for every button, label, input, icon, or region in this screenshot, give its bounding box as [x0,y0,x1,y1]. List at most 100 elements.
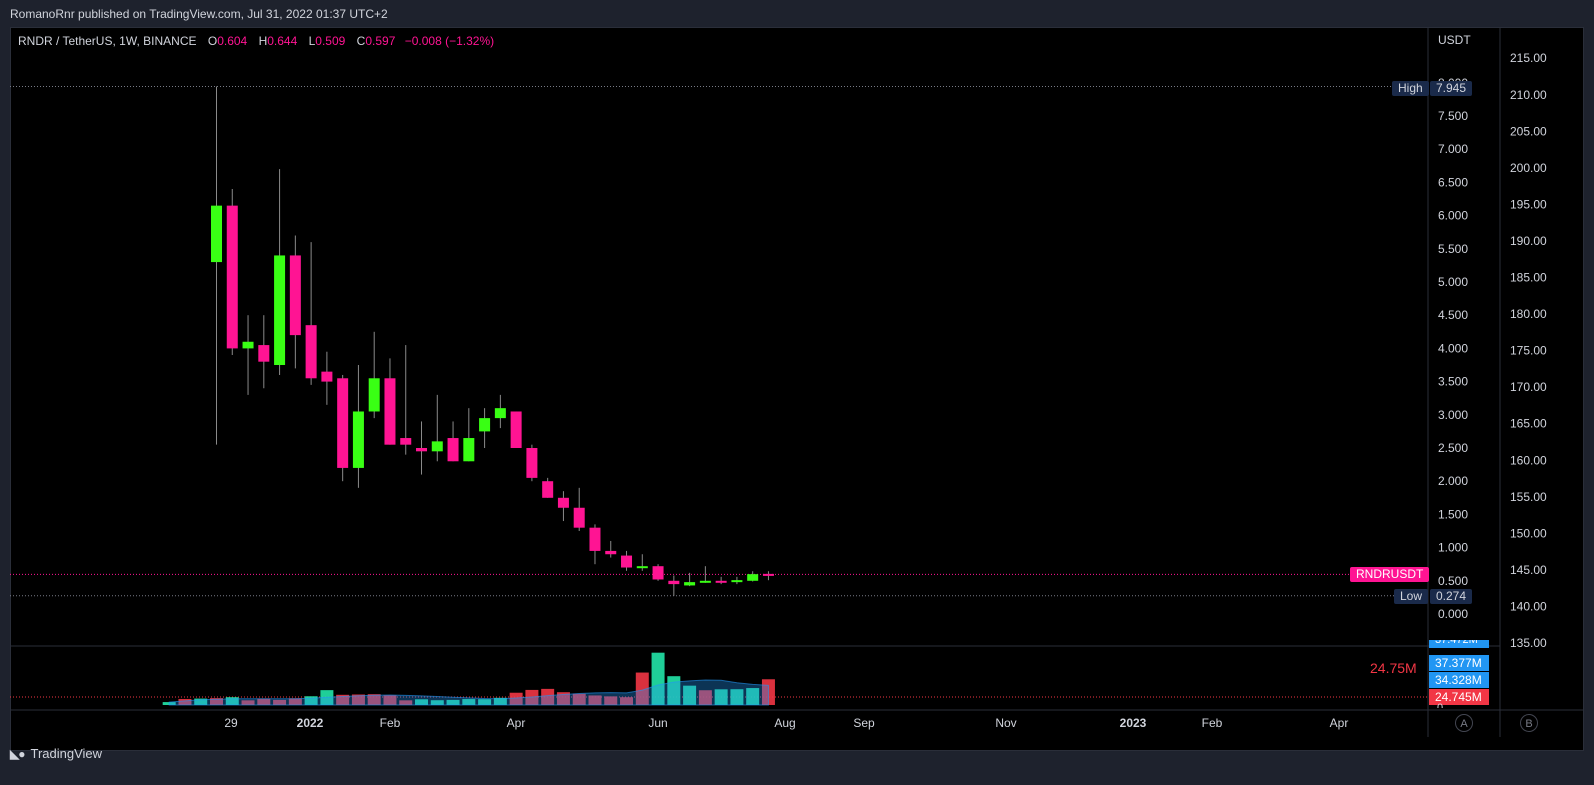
volume-bar [683,685,697,705]
volume-ma-area [168,679,769,706]
time-tick-label: 2022 [297,716,324,730]
right-scale-tick-label: 145.00 [1510,563,1547,577]
time-tick-label: Apr [1330,716,1349,730]
time-tick-label: Aug [774,716,795,730]
candle-body [494,408,506,419]
price-tick-label: 1.000 [1438,541,1468,555]
right-scale-tick-label: 160.00 [1510,453,1547,467]
candle-body [289,255,301,336]
candle-body [211,205,222,263]
price-tick-label: 5.500 [1438,242,1468,256]
volume-bar [667,676,681,705]
price-tick-label: 3.000 [1438,408,1468,422]
volume-bar [351,694,365,705]
close-label: C [356,34,366,48]
symbol-price-tag: RNDRUSDT [1350,567,1430,582]
right-scale-tick-label: 185.00 [1510,271,1547,285]
candle-body [542,481,554,498]
brand-name: TradingView [30,746,103,761]
volume-bar [635,672,649,705]
candle-body [337,378,349,468]
volume-bar [367,694,381,705]
volume-bar [541,688,555,705]
volume-bar [288,698,302,705]
candle-body [321,371,333,382]
candle-body [384,378,396,445]
right-scale-tick-label: 190.00 [1510,234,1547,248]
tradingview-logo-icon: ◣● [10,746,26,761]
volume-bar [478,699,492,705]
right-scale-tick-label: 155.00 [1510,490,1547,504]
price-tick-label: 4.500 [1438,308,1468,322]
chart-area[interactable] [10,27,1584,751]
volume-bar [493,697,507,705]
price-tick-label: 1.500 [1438,507,1468,521]
time-tick-label: Sep [853,716,875,730]
right-scale-tick-label: 210.00 [1510,88,1547,102]
volume-bar [225,697,239,705]
time-tick-label: 29 [224,716,238,730]
volume-bar [430,700,444,705]
high-label: H [258,34,268,48]
volume-badge-3: 34.328M [1429,672,1489,688]
right-scale-tick-label: 215.00 [1510,51,1547,65]
volume-bar [604,696,618,705]
volume-bar [714,689,728,705]
price-tick-label: 6.000 [1438,209,1468,223]
scale-button-b[interactable]: B [1520,714,1538,732]
right-scale-tick-label: 135.00 [1510,636,1547,650]
time-tick-label: Jun [648,716,667,730]
candle-body [226,205,238,349]
candle-body [274,255,286,365]
price-tick-label: 0.500 [1438,574,1468,588]
right-scale-tick-label: 200.00 [1510,161,1547,175]
volume-badge-1: 37.472M [1429,640,1489,648]
volume-label: 24.75M [1370,660,1417,676]
volume-bar [194,698,208,705]
candle-body [400,438,412,445]
scale-button-a[interactable]: A [1455,714,1473,732]
volume-zero: 0 [1437,702,1444,708]
open-label: O [207,34,218,48]
price-tick-label: 4.000 [1438,341,1468,355]
candle-body [762,573,774,576]
volume-bar [399,700,413,705]
right-scale-tick-label: 205.00 [1510,124,1547,138]
low-value: 0.509 [315,34,346,48]
close-value: 0.597 [365,34,396,48]
candle-body [652,566,664,580]
volume-bar [746,688,760,705]
right-scale-tick-label: 170.00 [1510,380,1547,394]
change-value: −0.008 (−1.32%) [404,34,495,48]
volume-badge-2: 37.377M [1429,655,1489,671]
candle-body [557,497,569,508]
right-scale-tick-label: 180.00 [1510,307,1547,321]
low-marker-label: Low [1394,589,1429,604]
high-value: 0.644 [267,34,298,48]
right-scale-tick-label: 165.00 [1510,417,1547,431]
volume-bar [651,652,665,705]
volume-bar [556,692,570,705]
time-tick-label: Nov [995,716,1016,730]
volume-bar [415,699,429,705]
candle-body [731,580,743,583]
candle-body [479,418,491,432]
price-unit-label: USDT [1438,33,1471,47]
time-tick-label: 2023 [1120,716,1147,730]
publish-info: RomanoRnr published on TradingView.com, … [10,7,388,21]
volume-bar [446,699,460,705]
candle-body [463,438,475,462]
candle-body [431,441,443,452]
low-label: L [308,34,316,48]
low-marker-value: 0.274 [1430,589,1473,604]
candle-body [352,411,364,468]
volume-bar [509,692,523,705]
right-scale-tick-label: 195.00 [1510,197,1547,211]
candle-body [699,580,711,583]
time-tick-label: Feb [1202,716,1223,730]
candle-body [747,574,759,581]
time-tick-label: Feb [380,716,401,730]
open-value: 0.604 [217,34,248,48]
price-tick-label: 5.000 [1438,275,1468,289]
